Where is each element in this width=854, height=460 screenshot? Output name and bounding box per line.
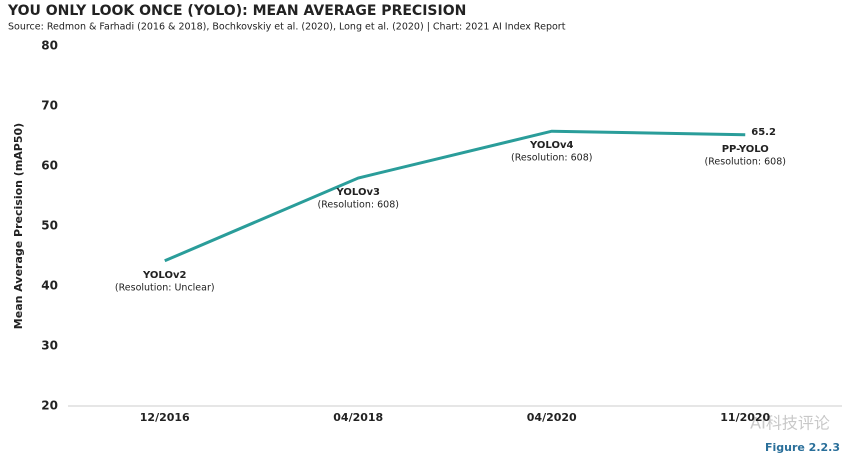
x-tick-label: 04/2020: [527, 411, 577, 424]
annotation-detail: (Resolution: 608): [511, 153, 592, 164]
y-tick-label: 30: [41, 339, 58, 353]
annotation-detail: (Resolution: 608): [318, 200, 399, 211]
y-tick-label: 80: [41, 39, 58, 53]
annotation-detail: (Resolution: 608): [705, 156, 786, 167]
y-tick-label: 60: [41, 159, 58, 173]
y-tick-label: 20: [41, 399, 58, 413]
data-label: 65.2: [751, 127, 776, 138]
y-tick-label: 40: [41, 279, 58, 293]
figure-label: Figure 2.2.3: [765, 441, 840, 454]
annotation-name: YOLOv3: [336, 187, 380, 198]
annotation-name: YOLOv4: [529, 140, 573, 151]
x-tick-label: 11/2020: [720, 411, 770, 424]
line: [164, 129, 746, 263]
y-tick-label: 50: [41, 219, 58, 233]
x-tick-label: 04/2018: [333, 411, 383, 424]
chart-subtitle: Source: Redmon & Farhadi (2016 & 2018), …: [8, 22, 566, 33]
annotation-name: YOLOv2: [142, 270, 186, 281]
y-axis-label: Mean Average Precision (mAP50): [12, 123, 25, 329]
annotation-detail: (Resolution: Unclear): [115, 282, 215, 293]
annotation-name: PP-YOLO: [722, 144, 769, 155]
watermark: AI科技评论: [750, 414, 830, 433]
chart-title: YOU ONLY LOOK ONCE (YOLO): MEAN AVERAGE …: [7, 3, 466, 19]
y-tick-label: 70: [41, 99, 58, 113]
x-tick-label: 12/2016: [140, 411, 190, 424]
